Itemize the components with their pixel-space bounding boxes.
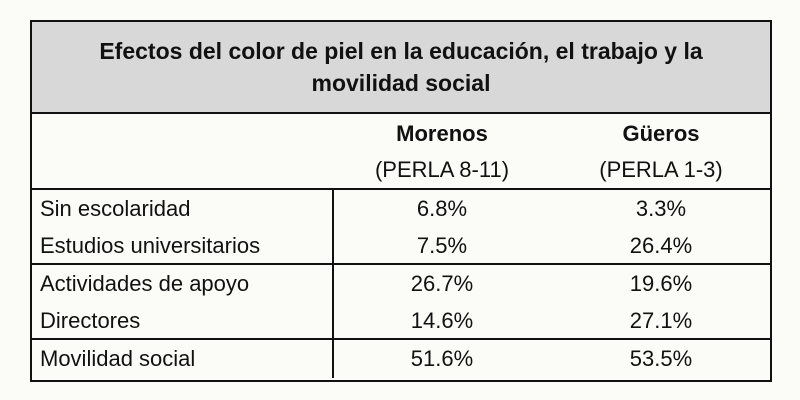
column-header: Güeros: [622, 121, 700, 146]
group-divider: [32, 263, 770, 265]
row-label: Sin escolaridad: [40, 195, 191, 221]
row-value: 27.1%: [629, 308, 693, 334]
row-value: 19.6%: [629, 270, 693, 296]
table: Efectos del color de piel en la educació…: [30, 20, 772, 382]
column-divider: [332, 338, 334, 378]
group-divider: [32, 188, 770, 190]
group-divider: [32, 338, 770, 340]
row-value: 7.5%: [416, 233, 468, 259]
table-title: Efectos del color de piel en la educació…: [32, 22, 770, 114]
row-label: Actividades de apoyo: [40, 270, 250, 296]
column-header: Morenos: [396, 121, 488, 146]
row-value: 26.7%: [410, 270, 474, 296]
column-divider: [332, 263, 334, 340]
column-subtitle: (PERLA 8-11): [374, 157, 510, 182]
row-value: 26.4%: [629, 233, 693, 259]
row-value: 14.6%: [410, 308, 474, 334]
row-label: Estudios universitarios: [40, 233, 261, 259]
row-value: 51.6%: [410, 345, 474, 371]
row-value: 6.8%: [416, 195, 468, 221]
row-value: 53.5%: [629, 345, 693, 371]
title-text: Efectos del color de piel en la educació…: [99, 38, 703, 96]
row-value: 3.3%: [635, 195, 687, 221]
row-label: Directores: [40, 308, 141, 334]
column-subtitle: (PERLA 1-3): [599, 157, 723, 182]
row-label: Movilidad social: [40, 345, 196, 371]
column-divider: [332, 188, 334, 265]
